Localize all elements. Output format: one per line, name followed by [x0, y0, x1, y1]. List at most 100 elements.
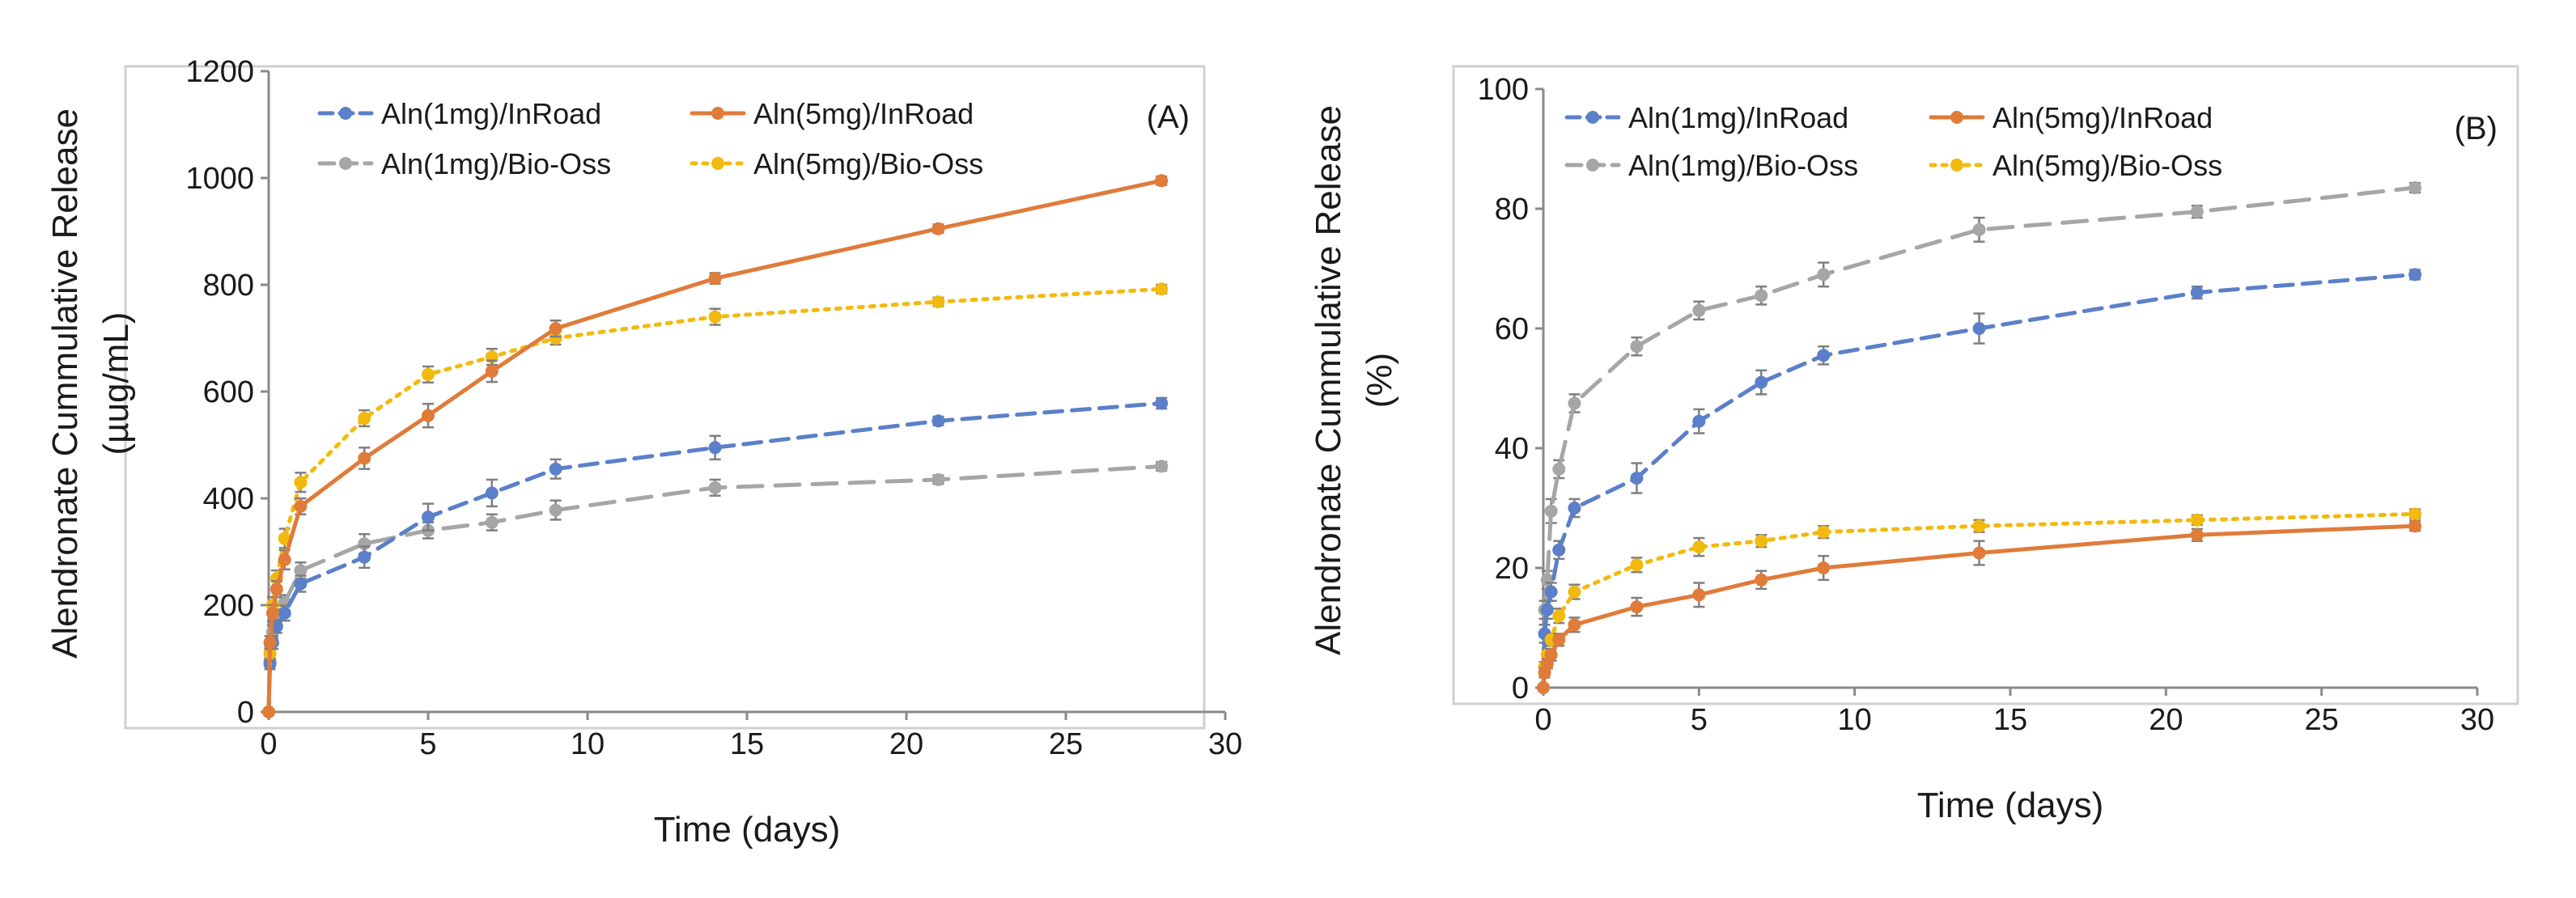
x-tick-label: 25: [1049, 727, 1083, 761]
y-tick-label: 20: [1495, 552, 1529, 586]
legend-label: Aln(1mg)/Bio-Oss: [1628, 149, 1858, 182]
y-axis-label: Alendronate Cummulative Release: [45, 108, 85, 659]
data-point: [1544, 648, 1558, 662]
y-axis-unit: (µug/mL): [96, 312, 136, 455]
data-point: [278, 532, 291, 545]
legend-label: Aln(1mg)/Bio-Oss: [381, 147, 611, 180]
data-point: [2408, 507, 2422, 521]
data-point: [1155, 460, 1169, 473]
legend-label: Aln(5mg)/InRoad: [753, 97, 974, 130]
legend-label: Aln(5mg)/InRoad: [1992, 101, 2213, 134]
data-point: [1972, 322, 1986, 335]
data-point: [1755, 573, 1768, 587]
data-point: [358, 550, 371, 564]
data-point: [2190, 513, 2204, 527]
y-tick-label: 100: [1478, 73, 1529, 107]
data-point: [269, 582, 283, 596]
legend-entry: Aln(1mg)/InRoad: [1564, 101, 1848, 134]
series-0: [262, 396, 1169, 718]
data-point: [932, 222, 945, 235]
x-tick-label: 10: [1838, 703, 1872, 737]
legend-entry: Aln(1mg)/Bio-Oss: [317, 147, 611, 180]
data-point: [549, 332, 562, 345]
data-point: [2190, 528, 2204, 542]
data-point: [2408, 519, 2422, 533]
data-point: [2190, 286, 2204, 299]
x-tick-label: 5: [419, 727, 436, 761]
series-0: [1537, 268, 2422, 694]
x-axis-label: Time (days): [654, 810, 841, 849]
data-point: [708, 310, 722, 324]
y-tick-label: 600: [203, 375, 254, 409]
data-point: [1755, 375, 1768, 389]
series-line: [1541, 185, 2417, 690]
data-point: [932, 414, 945, 428]
data-point: [278, 553, 291, 566]
data-point: [294, 476, 308, 489]
legend-marker: [339, 107, 352, 120]
data-point: [708, 481, 722, 494]
data-point: [1552, 543, 1566, 557]
legend-label: Aln(5mg)/Bio-Oss: [1992, 149, 2222, 182]
data-point: [1568, 396, 1581, 410]
data-point: [422, 409, 435, 422]
data-point: [1552, 609, 1566, 623]
data-point: [485, 364, 499, 378]
data-point: [2408, 181, 2422, 195]
chart-frame: [1452, 65, 2519, 705]
panel-label: (A): [1147, 100, 1190, 135]
data-point: [1568, 585, 1581, 599]
data-point: [1544, 585, 1558, 599]
chart-b-svg: 0 20 40 60 80 100 0 5 10 15 20 25 30 Time (days) Alend…: [1309, 65, 2519, 825]
legend-entry: Aln(1mg)/InRoad: [317, 97, 601, 130]
data-point: [1568, 502, 1581, 515]
data-point: [549, 503, 562, 517]
data-point: [294, 577, 308, 591]
data-point: [1630, 600, 1644, 614]
x-tick-label: 30: [1208, 727, 1242, 761]
legend-label: Aln(5mg)/Bio-Oss: [753, 147, 983, 180]
data-point: [1817, 561, 1831, 574]
data-point: [1544, 504, 1558, 518]
series-1: [262, 174, 1169, 718]
panel-label: (B): [2455, 111, 2497, 146]
data-point: [1692, 588, 1706, 602]
data-point: [422, 367, 435, 381]
data-point: [549, 462, 562, 476]
data-point: [1540, 603, 1554, 616]
legend-label: Aln(1mg)/InRoad: [1628, 101, 1848, 134]
data-point: [1972, 519, 1986, 533]
data-point: [1692, 303, 1706, 317]
data-point: [294, 499, 308, 513]
y-axis-label: Alendronate Cummulative Release: [1309, 105, 1348, 655]
data-point: [1630, 558, 1644, 572]
data-point: [1155, 174, 1169, 188]
data-point: [1692, 540, 1706, 554]
data-point: [358, 451, 371, 465]
data-point: [294, 564, 308, 578]
data-point: [1552, 462, 1566, 476]
data-point: [1630, 340, 1644, 354]
legend-marker: [339, 157, 352, 170]
series-2: [1537, 181, 2422, 694]
y-tick-label: 1000: [185, 162, 254, 196]
legend-marker: [1586, 159, 1599, 172]
data-point: [1155, 396, 1169, 410]
data-point: [262, 705, 275, 718]
chart-panel-a: 0 200 400 600 800 1000 1200 0 5 10 15 20 25 30 Time (d…: [45, 55, 1242, 849]
legend-entry: Aln(5mg)/InRoad: [1929, 101, 2213, 134]
data-point: [485, 515, 499, 529]
data-point: [1630, 472, 1644, 485]
data-point: [265, 606, 279, 620]
data-point: [422, 510, 435, 524]
y-axis-unit: (%): [1360, 353, 1399, 408]
y-tick-label: 40: [1495, 432, 1529, 466]
data-point: [1692, 414, 1706, 428]
x-tick-label: 30: [2460, 703, 2494, 737]
legend-marker: [1950, 159, 1963, 172]
legend-entry: Aln(1mg)/Bio-Oss: [1564, 149, 1858, 182]
series-line: [266, 286, 1164, 714]
series-3: [262, 282, 1169, 718]
data-point: [1817, 525, 1831, 539]
data-point: [278, 606, 291, 620]
